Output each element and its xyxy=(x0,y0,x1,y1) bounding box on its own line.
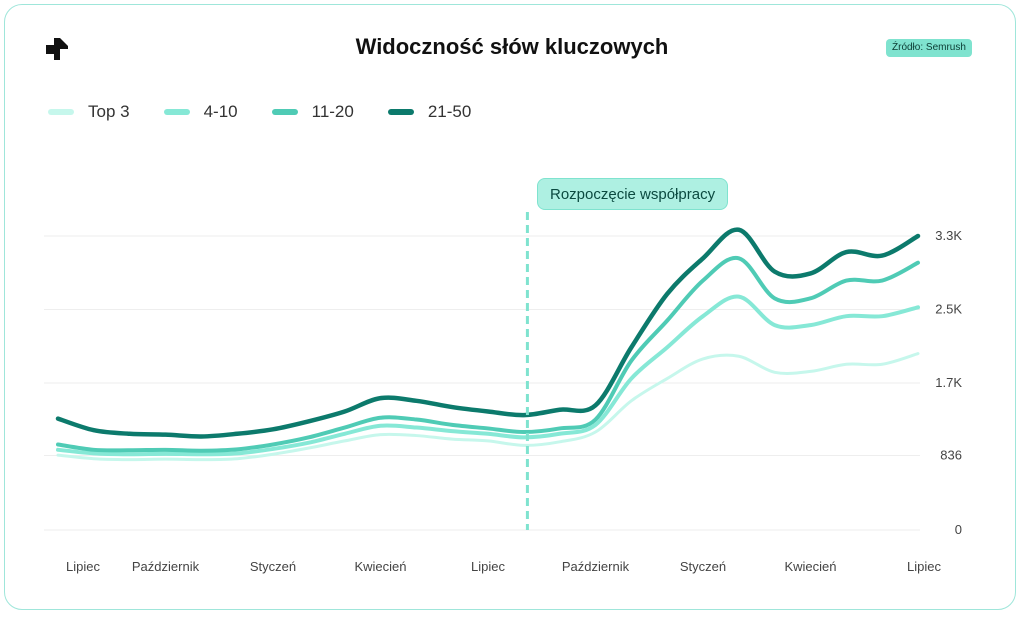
y-tick-label: 2.5K xyxy=(935,302,962,317)
legend-label-4-10: 4-10 xyxy=(203,102,238,121)
x-tick-label: Lipiec xyxy=(471,559,505,574)
legend-label-21-50: 21-50 xyxy=(427,102,472,121)
y-tick-label: 1.7K xyxy=(935,375,962,390)
legend-item-11-20[interactable]: 11-20 xyxy=(271,102,354,122)
series-line-top-3 xyxy=(56,352,920,462)
y-tick-label: 0 xyxy=(955,522,962,537)
chart-card xyxy=(4,4,1016,610)
y-tick-label: 3.3K xyxy=(935,228,962,243)
x-tick-label: Październik xyxy=(562,559,630,574)
legend-label-top3: Top 3 xyxy=(88,102,130,121)
brand-logo-icon xyxy=(46,38,68,60)
x-tick-label: Lipiec xyxy=(66,559,100,574)
x-tick-label: Styczeń xyxy=(680,559,726,574)
source-badge: Źródło: Semrush xyxy=(886,39,972,57)
chart-title: Widoczność słów kluczowych xyxy=(355,34,669,59)
y-axis-ticks: 0 836 1.7K 2.5K 3.3K xyxy=(935,228,962,537)
legend-item-top3[interactable]: Top 3 xyxy=(48,102,130,122)
legend: Top 3 4-10 11-20 21-50 xyxy=(48,102,505,122)
series-line-21-50 xyxy=(55,227,921,439)
y-tick-label: 836 xyxy=(940,448,962,463)
legend-item-4-10[interactable]: 4-10 xyxy=(163,102,238,122)
x-tick-label: Styczeń xyxy=(250,559,296,574)
series-line-11-20 xyxy=(56,255,920,453)
legend-item-21-50[interactable]: 21-50 xyxy=(387,102,472,122)
x-tick-label: Lipiec xyxy=(907,559,941,574)
legend-label-11-20: 11-20 xyxy=(311,102,354,121)
x-tick-label: Kwiecień xyxy=(354,559,406,574)
series-lines xyxy=(55,227,921,462)
x-tick-label: Październik xyxy=(132,559,200,574)
legend-swatch-21-50 xyxy=(387,109,414,115)
x-axis-ticks: Lipiec Październik Styczeń Kwiecień Lipiec Pa… xyxy=(66,559,941,574)
legend-swatch-11-20 xyxy=(271,109,298,115)
series-line-4-10 xyxy=(56,294,920,457)
x-tick-label: Kwiecień xyxy=(784,559,836,574)
legend-swatch-4-10 xyxy=(163,109,190,115)
legend-swatch-top3 xyxy=(48,109,74,115)
grid-lines xyxy=(44,235,920,531)
start-cooperation-label: Rozpoczęcie współpracy xyxy=(537,178,729,210)
